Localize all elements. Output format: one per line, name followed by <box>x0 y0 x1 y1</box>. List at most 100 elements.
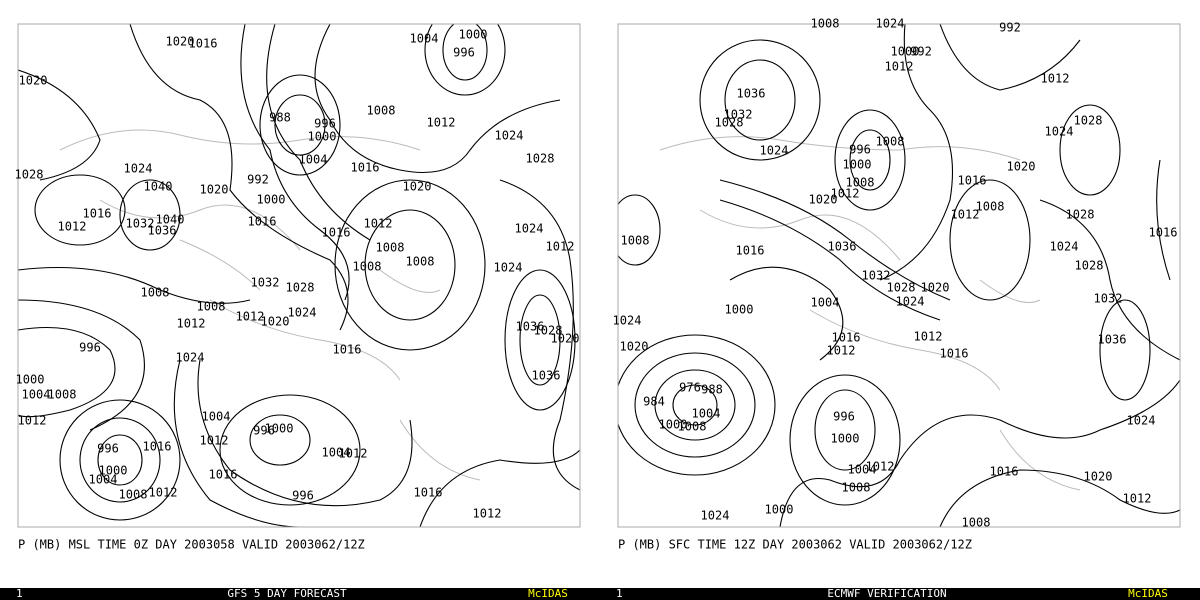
contour-label: 1004 <box>322 446 351 460</box>
footer-title: ECMWF VERIFICATION <box>827 587 946 600</box>
contour-label: 1012 <box>339 447 368 461</box>
contour-label: 1012 <box>473 507 502 521</box>
contour-label: 1028 <box>526 152 555 166</box>
contour-label: 1012 <box>18 414 47 428</box>
contour-label: 1000 <box>659 418 688 432</box>
caption: P (MB) MSL TIME 0Z DAY 2003058 VALID 200… <box>18 538 365 552</box>
contour-label: 1024 <box>494 261 523 275</box>
contour-label: 1008 <box>197 300 226 314</box>
contour-label: 996 <box>253 424 275 438</box>
contour-label: 1032 <box>862 269 891 283</box>
contour-label: 1020 <box>620 340 649 354</box>
contour-label: 1024 <box>1050 240 1079 254</box>
contour-label: 988 <box>701 383 723 397</box>
contour-label: 1000 <box>831 432 860 446</box>
panel-border <box>617 23 1181 528</box>
contour-label: 1036 <box>148 224 177 238</box>
contour-label: 1028 <box>887 281 916 295</box>
contour-label: 1016 <box>1149 226 1178 240</box>
contour-label: 1020 <box>19 74 48 88</box>
contour-label: 1016 <box>990 465 1019 479</box>
contour-label: 1024 <box>896 295 925 309</box>
contour-label: 1016 <box>958 174 987 188</box>
contour-label: 1024 <box>1045 125 1074 139</box>
contour-label: 1024 <box>495 129 524 143</box>
map-left <box>18 24 580 527</box>
contour-label: 1000 <box>308 130 337 144</box>
contour-label: 1036 <box>516 320 545 334</box>
contour-label: 1036 <box>828 240 857 254</box>
contour-label: 1016 <box>736 244 765 258</box>
contour-label: 1004 <box>89 473 118 487</box>
contour-label: 1020 <box>403 180 432 194</box>
contour-label: 1028 <box>534 324 563 338</box>
contour-label: 1000 <box>16 373 45 387</box>
contour-label: 984 <box>643 395 665 409</box>
contour-label: 1016 <box>414 486 443 500</box>
contour-label: 1000 <box>257 193 286 207</box>
contour-label: 1012 <box>951 208 980 222</box>
contour-label: 1008 <box>846 176 875 190</box>
contour-label: 1000 <box>265 422 294 436</box>
contour-label: 1024 <box>515 222 544 236</box>
contour-label: 1012 <box>831 187 860 201</box>
brand: McIDAS <box>1128 587 1168 600</box>
contour-label: 1016 <box>83 207 112 221</box>
contour-label: 1012 <box>827 344 856 358</box>
contour-label: 1020 <box>809 193 838 207</box>
contour-label: 1008 <box>811 17 840 31</box>
contour-label: 1008 <box>367 104 396 118</box>
contour-label: 1016 <box>209 468 238 482</box>
contour-label: 1028 <box>715 116 744 130</box>
contour-label: 1008 <box>141 286 170 300</box>
contour-label: 1016 <box>351 161 380 175</box>
contour-label: 1028 <box>15 168 44 182</box>
contour-label: 996 <box>833 410 855 424</box>
contour-label: 996 <box>453 46 475 60</box>
contour-label: 1020 <box>551 332 580 346</box>
contour-label: 1012 <box>236 310 265 324</box>
contour-label: 1016 <box>189 37 218 51</box>
contour-label: 1028 <box>1074 114 1103 128</box>
contour-label: 1012 <box>885 60 914 74</box>
contour-label: 1020 <box>921 281 950 295</box>
contour-label: 1004 <box>22 388 51 402</box>
contour-label: 996 <box>79 341 101 355</box>
footer-title: GFS 5 DAY FORECAST <box>227 587 347 600</box>
contour-label: 1040 <box>144 180 173 194</box>
contour-label: 1008 <box>876 135 905 149</box>
contour-label: 1012 <box>427 116 456 130</box>
contour-label: 1020 <box>261 315 290 329</box>
contour-label: 1008 <box>962 516 991 530</box>
contour-label: 992 <box>910 45 932 59</box>
contour-label: 1008 <box>406 255 435 269</box>
contour-label: 992 <box>999 21 1021 35</box>
contour-label: 1000 <box>725 303 754 317</box>
contour-label: 992 <box>247 173 269 187</box>
contour-label: 1000 <box>99 464 128 478</box>
contour-label: 1012 <box>177 317 206 331</box>
contour-label: 1016 <box>248 215 277 229</box>
contour-label: 1012 <box>1123 492 1152 506</box>
contour-label: 1012 <box>149 486 178 500</box>
contour-label: 1024 <box>701 509 730 523</box>
contour-label: 1020 <box>166 35 195 49</box>
panel-border <box>17 23 581 528</box>
status-bar <box>0 588 1200 600</box>
contour-label: 996 <box>314 117 336 131</box>
contour-label: 1028 <box>1075 259 1104 273</box>
contour-label: 1008 <box>119 488 148 502</box>
contour-label: 1024 <box>876 17 905 31</box>
contour-label: 1024 <box>176 351 205 365</box>
contour-label: 1000 <box>891 45 920 59</box>
contour-label: 1004 <box>811 296 840 310</box>
contour-label: 1012 <box>914 330 943 344</box>
map-right <box>618 24 1180 527</box>
contour-label: 996 <box>97 442 119 456</box>
contour-label: 1020 <box>1007 160 1036 174</box>
contour-label: 1036 <box>532 369 561 383</box>
contour-label: 1012 <box>200 434 229 448</box>
contour-label: 1008 <box>48 388 77 402</box>
contour-label: 1024 <box>613 314 642 328</box>
